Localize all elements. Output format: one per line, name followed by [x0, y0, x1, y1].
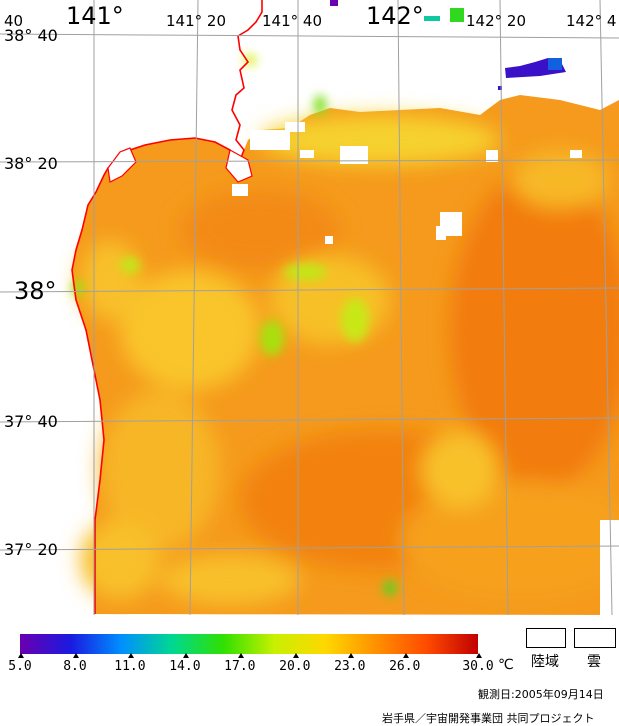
colorbar-tick-mark [127, 653, 134, 658]
colorbar-tick-mark [402, 653, 409, 658]
lon-label: 142° 4 [566, 12, 617, 30]
graticule [0, 0, 619, 615]
colorbar-tick-label: 17.0 [224, 659, 256, 674]
colorbar-tick-mark [18, 653, 24, 658]
land-legend-swatch [526, 628, 566, 648]
colorbar-tick-label: 14.0 [169, 659, 201, 674]
cloud-legend-label: 雲 [587, 654, 601, 670]
temperature-colorbar [20, 634, 478, 654]
sea-area [72, 54, 619, 615]
lat-label: 38° 20 [4, 154, 58, 173]
colorbar-tick-mark [347, 653, 354, 658]
land-legend-label: 陸域 [531, 654, 559, 670]
credit-text: 岩手県／宇宙開発事業団 共同プロジェクト [382, 712, 595, 725]
lat-label: 38° [14, 277, 57, 305]
lon-label: 141° 20 [166, 12, 226, 30]
colorbar-tick-label: 20.0 [279, 659, 311, 674]
unit-label: ℃ [498, 657, 514, 673]
colorbar-tick-label: 23.0 [334, 659, 366, 674]
colorbar-tick-label: 30.0 [462, 659, 494, 674]
colorbar-tick-label: 26.0 [389, 659, 421, 674]
lon-label: 142° 20 [466, 12, 526, 30]
lon-label: 141° 40 [262, 12, 322, 30]
lat-label: 38° 40 [4, 26, 58, 45]
colorbar-tick-mark [292, 653, 299, 658]
lon-label: 141° [66, 2, 124, 30]
lat-label: 37° 40 [4, 412, 58, 431]
colorbar-tick-label: 11.0 [114, 659, 146, 674]
lon-label: 142° [366, 2, 424, 30]
corner-label: 40 [4, 12, 24, 30]
coastline [71, 0, 263, 614]
colorbar-tick-label: 8.0 [63, 659, 87, 674]
lat-label: 37° 20 [4, 540, 58, 559]
colorbar-tick-mark [182, 653, 189, 658]
observation-date: 観測日:2005年09月14日 [478, 688, 604, 701]
colorbar-tick-mark [476, 653, 482, 658]
colorbar-tick-mark [72, 653, 79, 658]
colorbar-tick-mark [237, 653, 244, 658]
cloud-legend-swatch [574, 628, 616, 648]
colorbar-tick-label: 5.0 [8, 659, 32, 674]
sst-map [0, 0, 619, 615]
